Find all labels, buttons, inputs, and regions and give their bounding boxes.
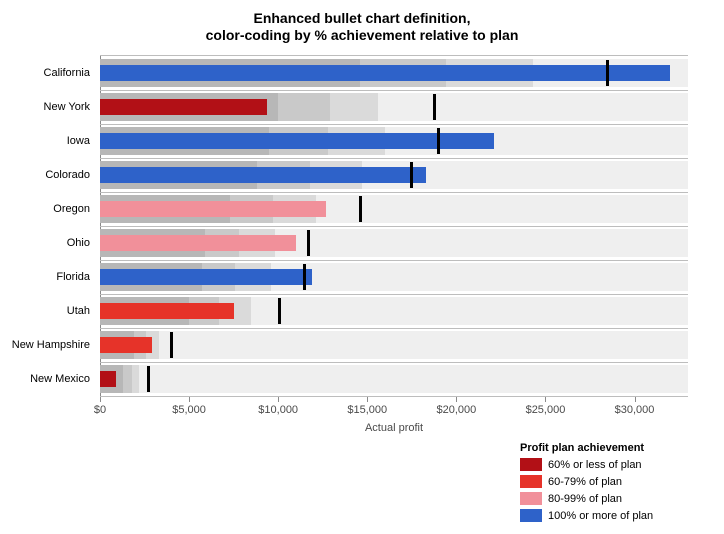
bullet-row: New York [0, 90, 724, 124]
bullet-band-bg [100, 331, 688, 359]
bullet-bar [100, 371, 116, 387]
x-tick-label: $25,000 [526, 404, 566, 416]
category-label: California [0, 67, 96, 79]
x-axis-label: Actual profit [365, 422, 423, 434]
legend: Profit plan achievement 60% or less of p… [520, 442, 653, 524]
bullet-row: Utah [0, 294, 724, 328]
target-marker [307, 230, 310, 256]
legend-title: Profit plan achievement [520, 442, 653, 454]
category-label: Colorado [0, 169, 96, 181]
bullet-bar [100, 235, 296, 251]
bullet-track [100, 56, 688, 90]
target-marker [303, 264, 306, 290]
bullet-row: Iowa [0, 124, 724, 158]
bullet-track [100, 158, 688, 192]
legend-item: 80-99% of plan [520, 490, 653, 507]
bullet-bar [100, 337, 152, 353]
category-label: Florida [0, 271, 96, 283]
target-marker [410, 162, 413, 188]
target-marker [170, 332, 173, 358]
bullet-track [100, 226, 688, 260]
bullet-row: New Hampshire [0, 328, 724, 362]
x-tick-label: $5,000 [172, 404, 206, 416]
target-marker [437, 128, 440, 154]
category-label: New Hampshire [0, 339, 96, 351]
bullet-bar [100, 201, 326, 217]
legend-swatch [520, 458, 542, 471]
bullet-row: Oregon [0, 192, 724, 226]
category-label: Iowa [0, 135, 96, 147]
bullet-track [100, 90, 688, 124]
target-marker [359, 196, 362, 222]
category-label: New Mexico [0, 373, 96, 385]
target-marker [606, 60, 609, 86]
x-tick-label: $0 [94, 404, 106, 416]
chart-title: Enhanced bullet chart definition, color-… [0, 10, 724, 44]
chart-title-line1: Enhanced bullet chart definition, [0, 10, 724, 27]
category-label: New York [0, 101, 96, 113]
bullet-chart: Enhanced bullet chart definition, color-… [0, 0, 724, 534]
target-marker [147, 366, 150, 392]
x-tick-label: $20,000 [436, 404, 476, 416]
category-label: Ohio [0, 237, 96, 249]
bullet-bar [100, 65, 670, 81]
category-label: Oregon [0, 203, 96, 215]
bullet-track [100, 124, 688, 158]
bullet-bar [100, 99, 267, 115]
legend-label: 60-79% of plan [548, 476, 622, 488]
legend-item: 60-79% of plan [520, 473, 653, 490]
legend-label: 100% or more of plan [548, 510, 653, 522]
bullet-track [100, 294, 688, 328]
bullet-row: New Mexico [0, 362, 724, 396]
legend-swatch [520, 509, 542, 522]
x-tick-label: $15,000 [347, 404, 387, 416]
bullet-bar [100, 133, 494, 149]
category-label: Utah [0, 305, 96, 317]
bullet-bar [100, 303, 234, 319]
bullet-row: California [0, 56, 724, 90]
bullet-bar [100, 269, 312, 285]
legend-label: 60% or less of plan [548, 459, 642, 471]
legend-item: 100% or more of plan [520, 507, 653, 524]
legend-swatch [520, 492, 542, 505]
x-tick-label: $30,000 [615, 404, 655, 416]
bullet-track [100, 362, 688, 396]
x-tick-label: $10,000 [258, 404, 298, 416]
bullet-track [100, 192, 688, 226]
chart-title-line2: color-coding by % achievement relative t… [0, 27, 724, 44]
target-marker [433, 94, 436, 120]
bullet-band-bg [100, 365, 688, 393]
bullet-track [100, 260, 688, 294]
legend-label: 80-99% of plan [548, 493, 622, 505]
target-marker [278, 298, 281, 324]
bullet-row: Florida [0, 260, 724, 294]
bullet-track [100, 328, 688, 362]
bullet-row: Colorado [0, 158, 724, 192]
legend-swatch [520, 475, 542, 488]
bullet-row: Ohio [0, 226, 724, 260]
bullet-bar [100, 167, 426, 183]
legend-item: 60% or less of plan [520, 456, 653, 473]
